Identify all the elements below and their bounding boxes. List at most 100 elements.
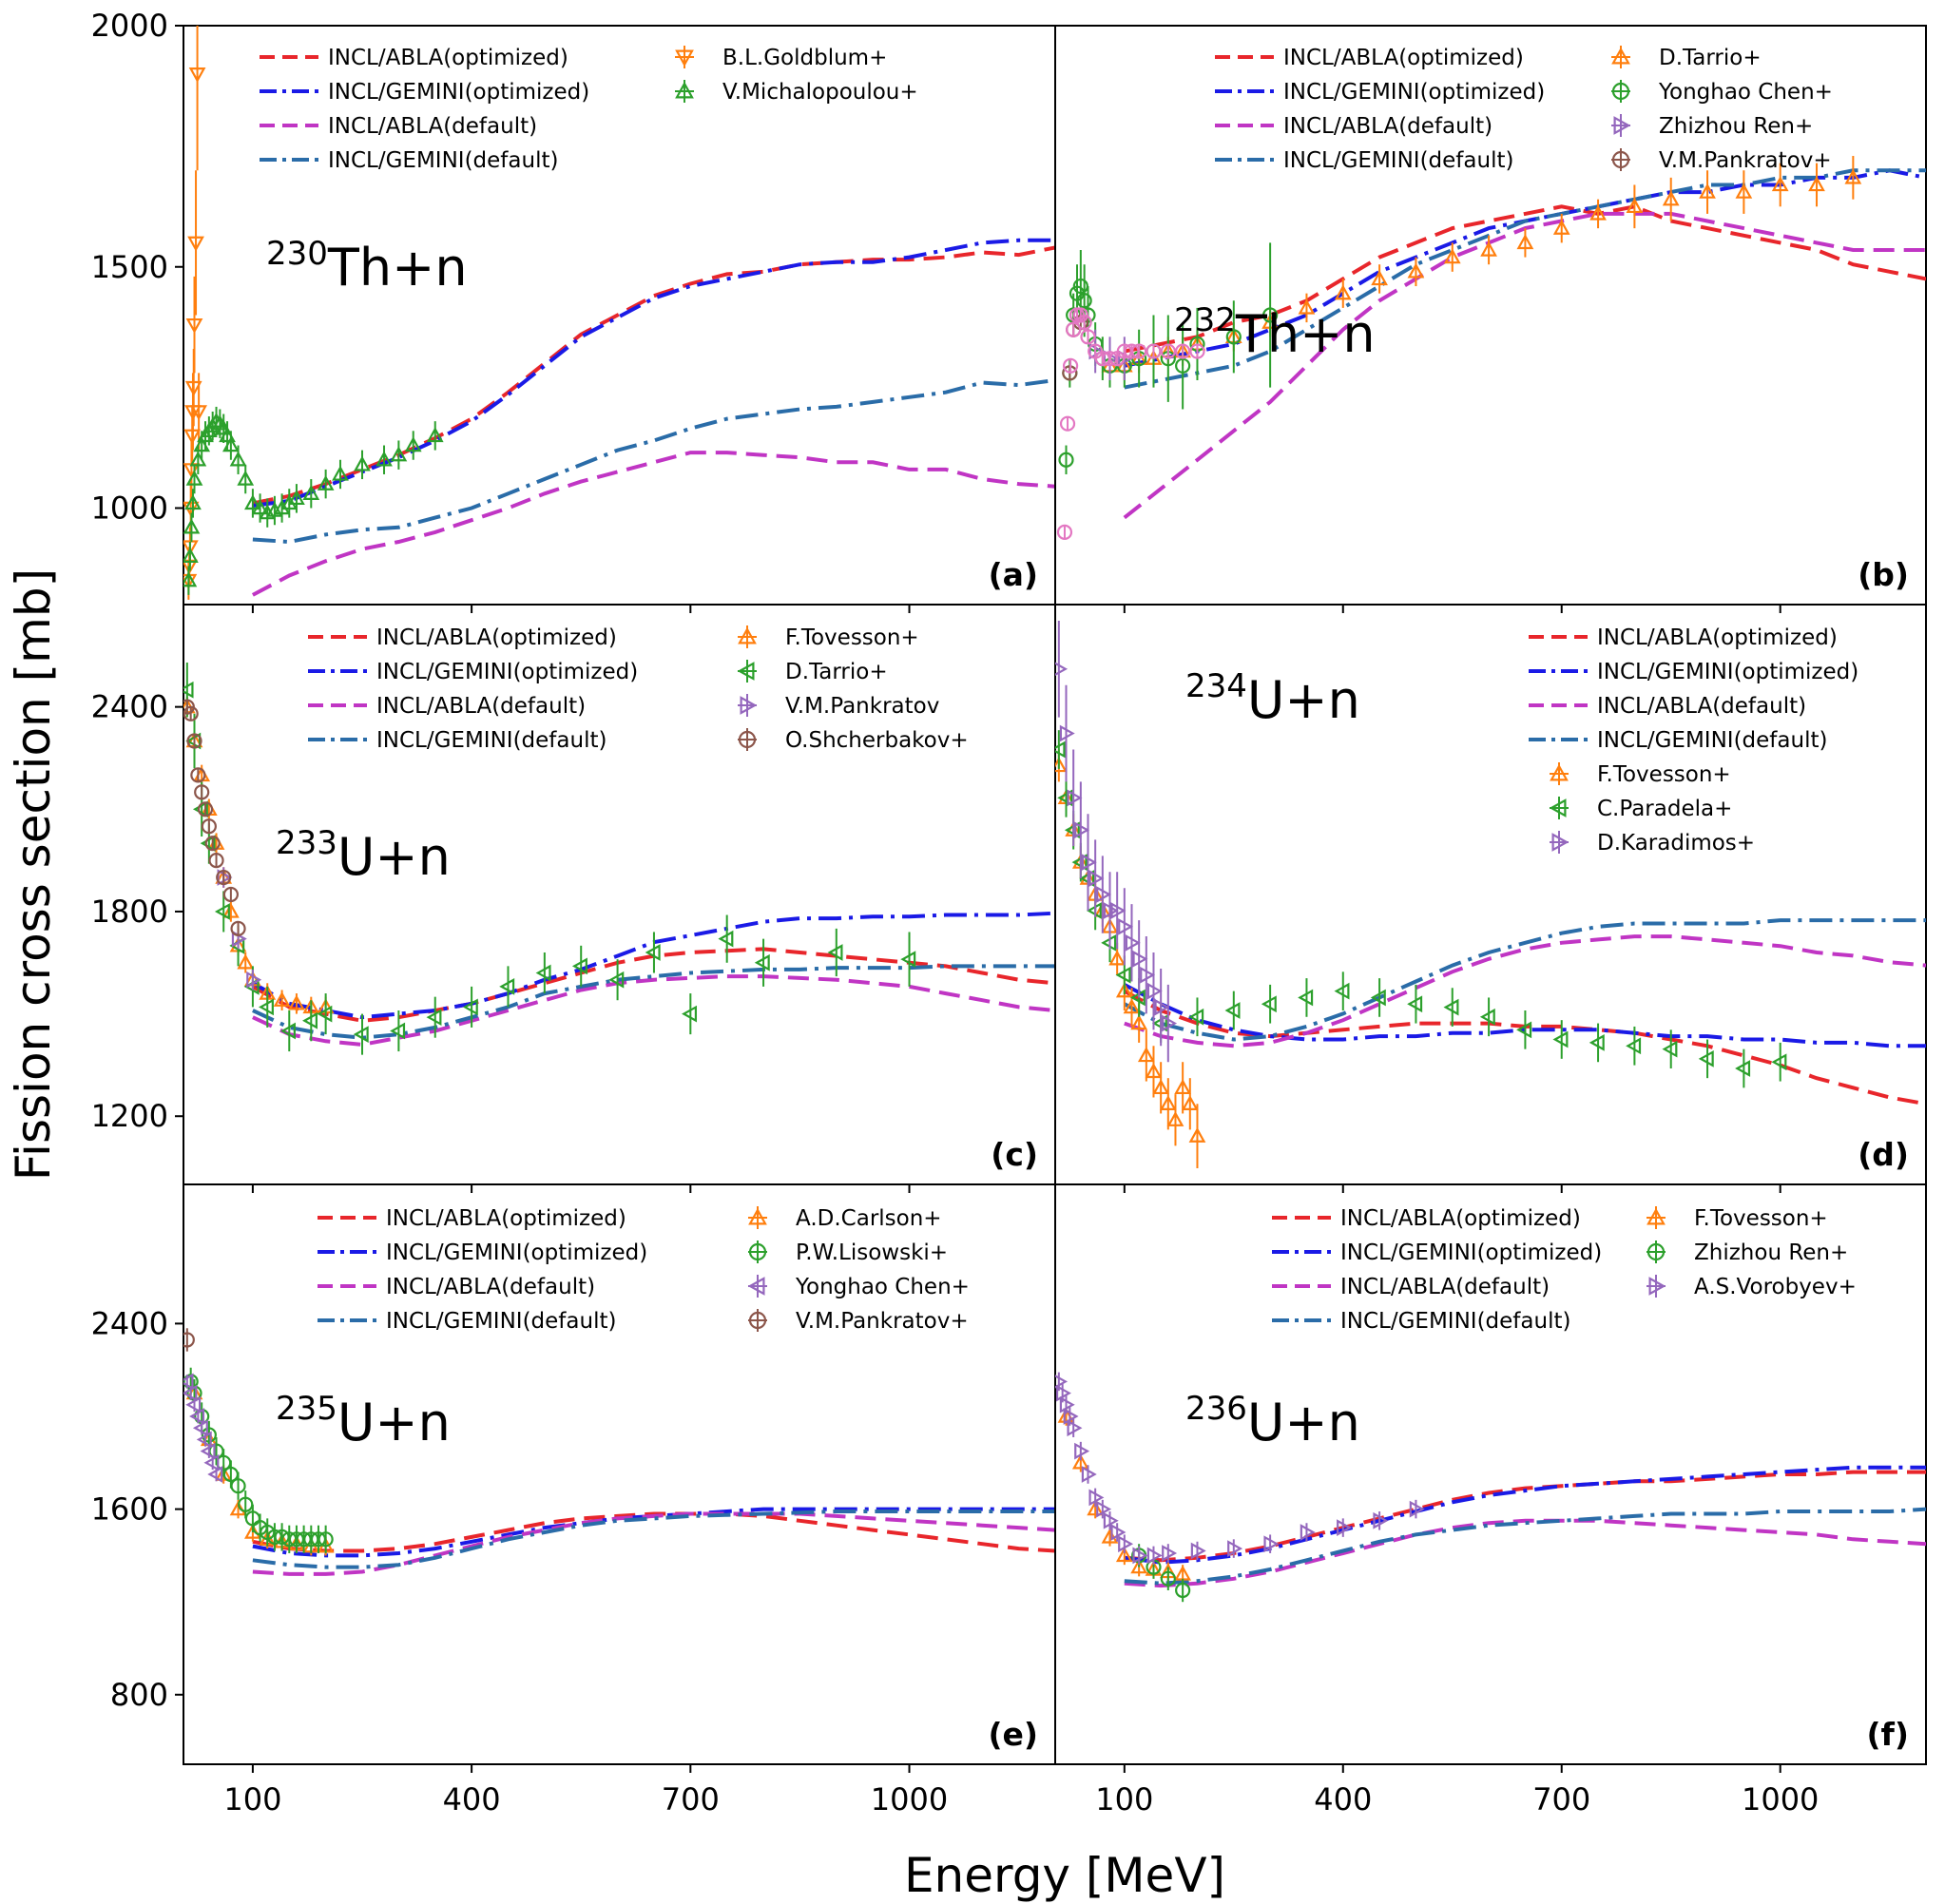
data-point [190,767,206,783]
data-point [222,902,240,918]
data-point [1480,240,1497,257]
panel-e-series-yonghao-chen [183,1373,223,1483]
data-point [1162,1014,1178,1032]
legend-label: INCL/GEMINI(optimized) [1283,80,1545,105]
legend-marker [1647,1242,1666,1261]
data-point [462,998,478,1016]
data-point [1771,176,1789,192]
data-point [251,499,269,515]
data-point [1735,1060,1751,1077]
data-point [1407,995,1423,1013]
legend-label: Yonghao Chen+ [1658,80,1833,105]
data-point [204,836,221,852]
data-point [280,1022,296,1040]
data-point [1067,1419,1083,1437]
data-point [1699,183,1716,199]
panel-e-ytick-label: 1600 [91,1491,168,1528]
data-point [682,1005,698,1023]
data-point [571,957,587,975]
data-point [237,470,255,486]
panel-e-xtick-label: 1000 [871,1781,948,1817]
nucleus-name: U+n [1247,1393,1360,1452]
data-point [376,451,393,467]
data-point [426,1009,442,1027]
panel-e-series-v-m-pankratov [183,1328,195,1352]
legend-label: INCL/ABLA(optimized) [1283,46,1524,70]
data-point [354,455,371,471]
data-point [192,800,208,818]
data-point [1074,1442,1090,1460]
legend-label: INCL/GEMINI(default) [1283,148,1513,173]
data-point [1516,1021,1532,1039]
data-point [185,317,203,334]
legend-label: INCL/ABLA(optimized) [1340,1206,1581,1231]
data-point [1071,1453,1089,1470]
data-point [190,405,207,421]
data-point [302,485,320,500]
data-point [1137,1047,1155,1063]
legend-marker [748,1242,767,1261]
panel-f-series-incl-gemini-default [1124,1507,1926,1586]
data-point [404,436,422,452]
data-point [1162,1545,1178,1562]
legend-label: A.S.Vorobyev+ [1694,1275,1857,1299]
nucleus-name: Th+n [327,238,468,298]
data-point [1055,662,1069,677]
legend-marker [738,730,757,749]
legend-label: O.Shcherbakov+ [785,728,969,753]
data-point [246,971,262,989]
legend-label: F.Tovesson+ [1694,1206,1828,1231]
data-point [1698,1049,1714,1067]
data-point [1174,1079,1192,1095]
data-point [1058,452,1074,468]
data-point [207,1466,223,1483]
data-point [183,681,194,699]
panel-e-plot-area [183,1328,1055,1576]
legend-label: A.D.Carlson+ [796,1206,942,1231]
data-point [1123,998,1141,1014]
panel-b-series-o-shcherbakov [1056,307,1205,540]
panel-c-legend: INCL/ABLA(optimized) INCL/GEMINI(optimize… [308,625,969,753]
legend-marker [748,1207,767,1225]
panel-e-letter: (e) [988,1716,1038,1753]
panel-e-xtick-label: 400 [443,1781,501,1817]
panel-c-plot-area [183,663,1055,1055]
legend-marker [738,626,757,644]
data-point [317,474,335,490]
panel-f: 100 400 700 1000 INCL/ABLA(optimized) INCL/GE… [1054,1183,1927,1817]
data-point [353,1026,369,1043]
data-point [1067,789,1083,807]
data-point [1080,329,1096,345]
panel-b-series-incl-gemini-default [1124,168,1926,390]
data-point [197,801,214,817]
legend-label: D.Tarrio+ [1659,46,1762,70]
data-point [200,1442,216,1460]
data-point [187,236,204,252]
legend-label: B.L.Goldblum+ [722,46,887,70]
panel-f-letter: (f) [1866,1716,1909,1753]
data-point [718,930,734,948]
data-point [1662,1040,1678,1058]
data-point [426,427,444,443]
legend-marker [1550,763,1569,781]
data-point [1146,982,1163,1000]
panel-b-legend: INCL/ABLA(optimized) INCL/GEMINI(optimize… [1215,46,1833,173]
data-point [1140,966,1156,984]
legend-marker [1613,116,1631,135]
panel-c-series-o-shcherbakov [183,699,246,936]
legend-label: V.M.Pankratov+ [796,1309,969,1334]
panel-a-legend: INCL/ABLA(optimized) INCL/GEMINI(optimize… [260,46,918,173]
data-point [535,964,551,982]
data-point [1096,1500,1112,1518]
y-axis-title: Fission cross section [mb] [6,568,61,1181]
legend-label: INCL/ABLA(default) [386,1275,595,1299]
panel-f-xtick-label: 1000 [1742,1781,1819,1817]
panel-a-series-incl-gemini-optimized [252,238,1055,508]
legend-label: Zhizhou Ren+ [1694,1240,1848,1265]
nucleus-name: U+n [1247,670,1360,730]
data-point [183,547,199,563]
panel-d-series-incl-abla-default [1124,934,1926,1048]
data-point [1227,1540,1243,1557]
data-point [230,920,246,936]
